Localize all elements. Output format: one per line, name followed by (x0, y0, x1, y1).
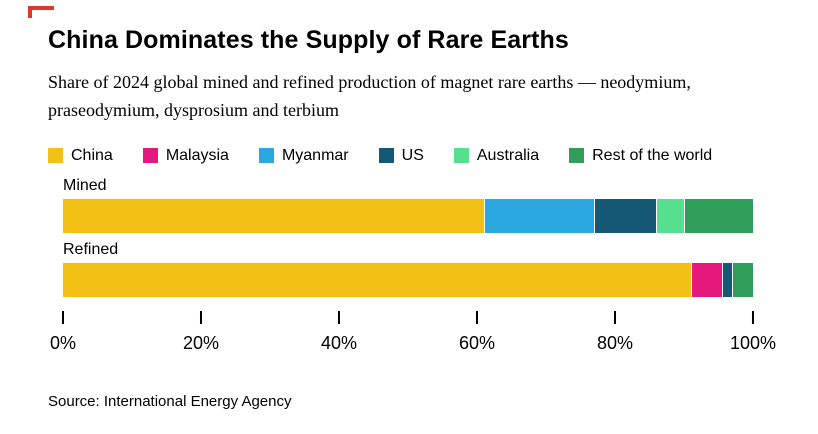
legend: China Malaysia Myanmar US Australia Rest of t… (48, 147, 770, 165)
chart-content: China Dominates the Supply of Rare Earth… (48, 26, 776, 410)
x-tick-20-percent: 20% (182, 310, 220, 354)
tick-mark (614, 310, 616, 324)
tick-mark (338, 310, 340, 324)
chart-title: China Dominates the Supply of Rare Earth… (48, 26, 569, 54)
legend-swatch-malaysia (142, 148, 158, 164)
segment-mined-myanmar (483, 198, 595, 233)
tick-mark (200, 310, 202, 324)
segment-mined-rest-of-the-world (683, 198, 753, 233)
segment-mined-us (594, 198, 657, 233)
bar-mined (63, 198, 753, 233)
tick-label: 60% (458, 332, 496, 353)
segment-refined-rest-of-the-world (732, 262, 753, 297)
legend-swatch-china (48, 148, 63, 164)
tick-mark (751, 310, 754, 324)
legend-swatch-us (378, 148, 394, 164)
legend-swatch-myanmar (258, 148, 274, 164)
tick-mark (61, 310, 64, 324)
bar-label-mined: Mined (63, 176, 107, 194)
segment-refined-us (721, 262, 733, 297)
legend-item-us: US (378, 146, 424, 165)
chart-subtitle: Share of 2024 global mined and refined p… (48, 72, 691, 120)
stacked-bar-chart: Mined Refined 0% 20% 40% 60% 80% 100% (50, 176, 776, 363)
bar-refined (63, 262, 753, 297)
x-tick-100-percent: 100% (729, 310, 777, 354)
x-tick-0-percent: 0% (49, 310, 77, 354)
legend-item-myanmar: Myanmar (258, 146, 349, 165)
tick-label: 80% (596, 332, 634, 353)
bar-label-refined: Refined (63, 240, 119, 258)
legend-swatch-rest-of-the-world (569, 148, 585, 164)
x-tick-40-percent: 40% (320, 310, 358, 354)
legend-item-australia: Australia (453, 146, 540, 165)
brand-mark (28, 6, 54, 18)
legend-label: China (71, 146, 113, 164)
tick-label: 40% (320, 332, 358, 353)
x-tick-60-percent: 60% (458, 310, 496, 354)
legend-label: Rest of the world (592, 146, 713, 164)
legend-item-china: China (48, 147, 113, 165)
x-axis: 0% 20% 40% 60% 80% 100% (50, 310, 776, 363)
legend-item-malaysia: Malaysia (142, 146, 229, 165)
tick-label: 20% (182, 332, 220, 353)
tick-label: 0% (49, 332, 77, 353)
legend-swatch-australia (453, 148, 469, 164)
legend-label: Australia (476, 146, 540, 164)
legend-label: Malaysia (165, 146, 229, 164)
segment-refined-china (63, 262, 691, 297)
brand-mark-horizontal (28, 6, 54, 10)
legend-item-rest-of-the-world: Rest of the world (569, 147, 712, 165)
tick-label: 100% (729, 332, 777, 353)
legend-label: US (401, 146, 424, 164)
brand-mark-vertical (28, 6, 32, 18)
source-note: Source: International Energy Agency (48, 392, 292, 410)
legend-label: Myanmar (281, 146, 349, 164)
x-tick-80-percent: 80% (596, 310, 634, 354)
segment-mined-australia (656, 198, 684, 233)
segment-mined-china (63, 198, 484, 233)
tick-mark (476, 310, 478, 324)
segment-refined-malaysia (690, 262, 722, 297)
